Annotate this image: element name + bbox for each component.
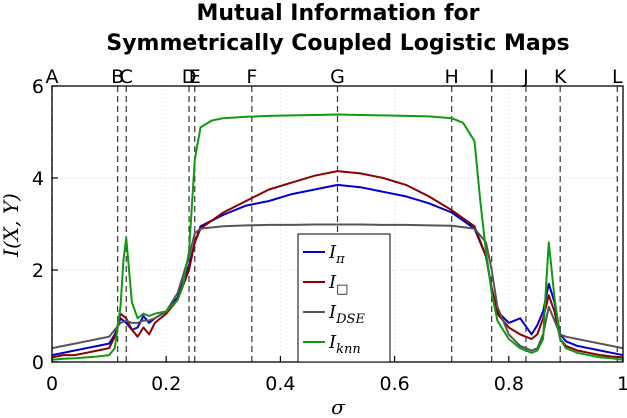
- y-tick-label-0: 0: [32, 352, 44, 374]
- marker-label-i: I: [489, 66, 495, 88]
- series-line-3: [51, 113, 624, 361]
- x-tick-label-5: 1: [617, 373, 627, 395]
- y-tick-label-1: 2: [32, 260, 44, 282]
- marker-label-g: G: [330, 66, 345, 88]
- marker-label-l: L: [612, 66, 623, 88]
- marker-label-e: E: [189, 66, 201, 88]
- series-line-1: [51, 170, 624, 359]
- legend-label-2: IDSE: [328, 302, 365, 327]
- marker-label-a: A: [46, 66, 59, 88]
- legend-box: [297, 233, 391, 363]
- marker-label-b: B: [111, 66, 124, 88]
- x-tick-label-0: 0: [46, 373, 58, 395]
- marker-label-c: C: [120, 66, 133, 88]
- x-tick-label-1: 0.2: [151, 373, 181, 395]
- data-series: [51, 113, 624, 361]
- x-axis-label: σ: [331, 395, 346, 418]
- marker-label-d: D: [182, 66, 197, 88]
- series-line-2: [51, 223, 624, 352]
- axes: 0 0.2 0.4 0.6 0.8 1 0 2 4 6: [32, 76, 627, 395]
- chart-title-line-2: Symmetrically Coupled Logistic Maps: [106, 31, 569, 56]
- y-tick-label-3: 6: [32, 76, 44, 98]
- x-tick-label-2: 0.4: [265, 373, 295, 395]
- legend-label-0: Iπ: [328, 242, 345, 267]
- y-tick-label-2: 4: [32, 168, 44, 190]
- marker-label-k: K: [554, 66, 567, 88]
- chart-title-line-1: Mutual Information for: [197, 1, 480, 26]
- x-tick-label-4: 0.8: [494, 373, 524, 395]
- y-axis-label: I(X, Y): [0, 193, 23, 258]
- marker-label-f: F: [246, 66, 257, 88]
- vertical-markers: A BC DE F G H I J K L: [46, 66, 623, 362]
- series-line-0: [51, 183, 624, 357]
- legend: Iπ I□ IDSE Iknn: [297, 233, 391, 363]
- x-tick-label-3: 0.6: [379, 373, 409, 395]
- marker-label-h: H: [445, 66, 459, 88]
- legend-label-3: Iknn: [328, 332, 361, 357]
- legend-label-1: I□: [328, 272, 348, 297]
- marker-label-j: J: [522, 66, 529, 88]
